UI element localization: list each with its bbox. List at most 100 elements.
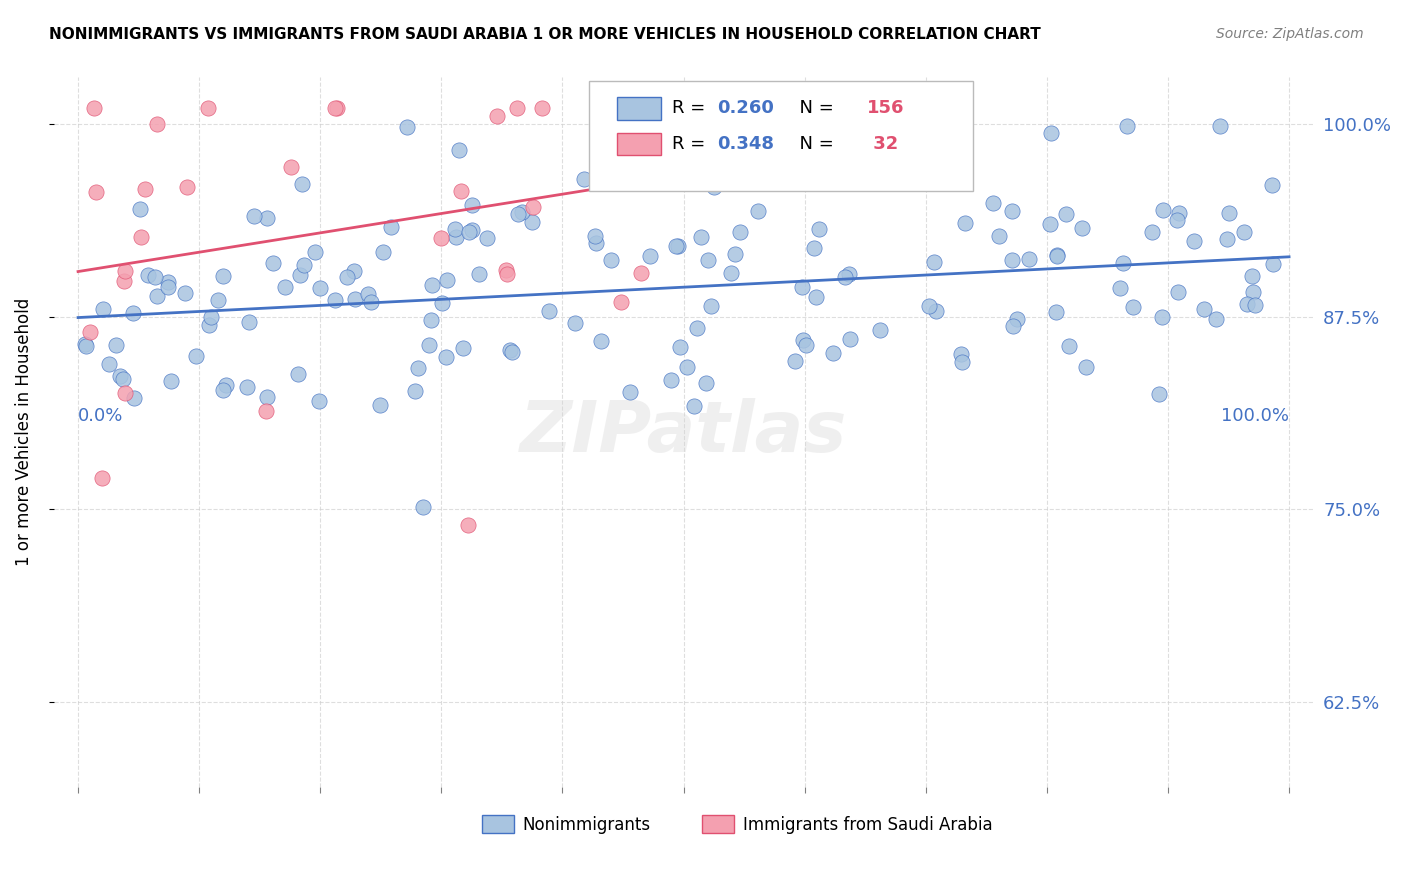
Point bbox=[114, 264, 136, 278]
Point bbox=[531, 101, 554, 115]
Point bbox=[323, 101, 346, 115]
Point bbox=[651, 101, 673, 115]
Point bbox=[371, 245, 394, 260]
Point bbox=[262, 256, 284, 270]
Point bbox=[461, 197, 484, 211]
Point bbox=[79, 326, 101, 340]
Text: N =: N = bbox=[789, 136, 839, 153]
Point bbox=[360, 294, 382, 309]
Point bbox=[412, 500, 434, 514]
Point bbox=[953, 216, 976, 230]
Point bbox=[287, 367, 309, 381]
Point bbox=[669, 340, 692, 354]
Point bbox=[105, 338, 128, 352]
Point bbox=[689, 229, 711, 244]
Point bbox=[436, 273, 458, 287]
Point bbox=[197, 318, 219, 332]
Point bbox=[1142, 225, 1164, 239]
Point bbox=[591, 334, 613, 349]
Point bbox=[468, 267, 491, 281]
Point bbox=[134, 182, 156, 196]
Point bbox=[508, 207, 530, 221]
Point bbox=[1184, 234, 1206, 248]
Text: 156: 156 bbox=[868, 99, 905, 117]
Point bbox=[693, 146, 716, 161]
Point bbox=[630, 266, 652, 280]
Point bbox=[1040, 126, 1063, 140]
Point bbox=[73, 337, 96, 351]
Point bbox=[981, 195, 1004, 210]
Point bbox=[419, 313, 441, 327]
Y-axis label: 1 or more Vehicles in Household: 1 or more Vehicles in Household bbox=[15, 298, 32, 566]
Point bbox=[91, 471, 114, 485]
Point bbox=[323, 293, 346, 307]
Point bbox=[619, 385, 641, 400]
Point bbox=[212, 269, 235, 284]
Point bbox=[638, 249, 661, 263]
Point bbox=[988, 228, 1011, 243]
FancyBboxPatch shape bbox=[617, 97, 661, 120]
Point bbox=[1045, 304, 1067, 318]
Point bbox=[84, 185, 107, 199]
Point bbox=[839, 332, 862, 346]
Point bbox=[436, 351, 458, 365]
Point bbox=[97, 357, 120, 371]
Point bbox=[447, 143, 470, 157]
Point bbox=[659, 373, 682, 387]
Point bbox=[1192, 301, 1215, 316]
Point bbox=[420, 277, 443, 292]
Point bbox=[924, 304, 946, 318]
Point bbox=[1152, 202, 1174, 217]
Text: 100.0%: 100.0% bbox=[1220, 408, 1289, 425]
Point bbox=[808, 222, 831, 236]
Point bbox=[308, 281, 330, 295]
Point bbox=[1054, 207, 1077, 221]
Point bbox=[112, 274, 135, 288]
Point bbox=[304, 245, 326, 260]
Point bbox=[1150, 310, 1173, 324]
Point bbox=[108, 369, 131, 384]
Text: Nonimmigrants: Nonimmigrants bbox=[523, 815, 651, 834]
Point bbox=[325, 101, 347, 115]
FancyBboxPatch shape bbox=[589, 81, 973, 191]
Point bbox=[790, 279, 813, 293]
Point bbox=[1046, 249, 1069, 263]
Point bbox=[495, 263, 517, 277]
Point bbox=[215, 378, 238, 392]
Point bbox=[695, 172, 717, 186]
Point bbox=[683, 399, 706, 413]
Point bbox=[242, 209, 264, 223]
Point bbox=[1147, 387, 1170, 401]
Text: 0.260: 0.260 bbox=[717, 99, 775, 117]
Point bbox=[1122, 301, 1144, 315]
Point bbox=[949, 346, 972, 360]
Point bbox=[600, 253, 623, 268]
Point bbox=[256, 390, 278, 404]
Point bbox=[665, 239, 688, 253]
Point bbox=[510, 204, 533, 219]
Point bbox=[1076, 359, 1098, 374]
Point bbox=[129, 202, 152, 216]
Point bbox=[896, 150, 918, 164]
Point bbox=[695, 376, 717, 391]
Point bbox=[499, 343, 522, 358]
Point bbox=[501, 345, 523, 359]
Point bbox=[1070, 221, 1092, 235]
Point bbox=[430, 230, 453, 244]
Point bbox=[485, 109, 508, 123]
Point bbox=[728, 225, 751, 239]
Point bbox=[461, 223, 484, 237]
Text: N =: N = bbox=[789, 99, 839, 117]
Point bbox=[1260, 178, 1282, 192]
Point bbox=[207, 293, 229, 307]
FancyBboxPatch shape bbox=[617, 133, 661, 155]
Point bbox=[308, 394, 330, 409]
Point bbox=[83, 101, 105, 115]
Point bbox=[406, 361, 429, 376]
Point bbox=[238, 315, 260, 329]
Point bbox=[129, 230, 152, 244]
FancyBboxPatch shape bbox=[703, 815, 734, 833]
Point bbox=[273, 280, 295, 294]
Point bbox=[869, 323, 891, 337]
Point bbox=[114, 385, 136, 400]
